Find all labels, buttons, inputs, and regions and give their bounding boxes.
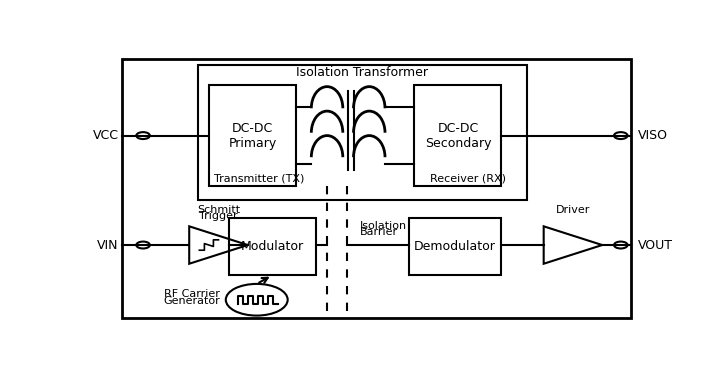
Text: Barrier: Barrier (359, 227, 398, 237)
FancyBboxPatch shape (409, 218, 502, 275)
Text: VCC: VCC (93, 129, 119, 142)
Text: DC-DC
Primary: DC-DC Primary (229, 122, 277, 150)
Text: Isolation Transformer: Isolation Transformer (296, 66, 428, 79)
Text: Trigger: Trigger (199, 211, 238, 221)
Text: Demodulator: Demodulator (414, 240, 496, 253)
FancyBboxPatch shape (229, 218, 316, 275)
Text: RF Carrier: RF Carrier (164, 289, 220, 299)
FancyBboxPatch shape (122, 59, 631, 319)
FancyBboxPatch shape (197, 65, 527, 200)
Text: Transmitter (TX): Transmitter (TX) (214, 174, 305, 184)
Text: VISO: VISO (637, 129, 668, 142)
FancyBboxPatch shape (415, 85, 502, 186)
Text: VIN: VIN (97, 239, 119, 252)
Text: Generator: Generator (163, 296, 220, 306)
Text: Receiver (RX): Receiver (RX) (430, 174, 506, 184)
Text: Driver: Driver (556, 205, 590, 215)
Text: VOUT: VOUT (637, 239, 673, 252)
Text: Modulator: Modulator (240, 240, 303, 253)
Text: Schmitt: Schmitt (197, 205, 240, 215)
FancyBboxPatch shape (209, 85, 296, 186)
Text: Isolation: Isolation (359, 221, 407, 231)
Text: DC-DC
Secondary: DC-DC Secondary (425, 122, 491, 150)
